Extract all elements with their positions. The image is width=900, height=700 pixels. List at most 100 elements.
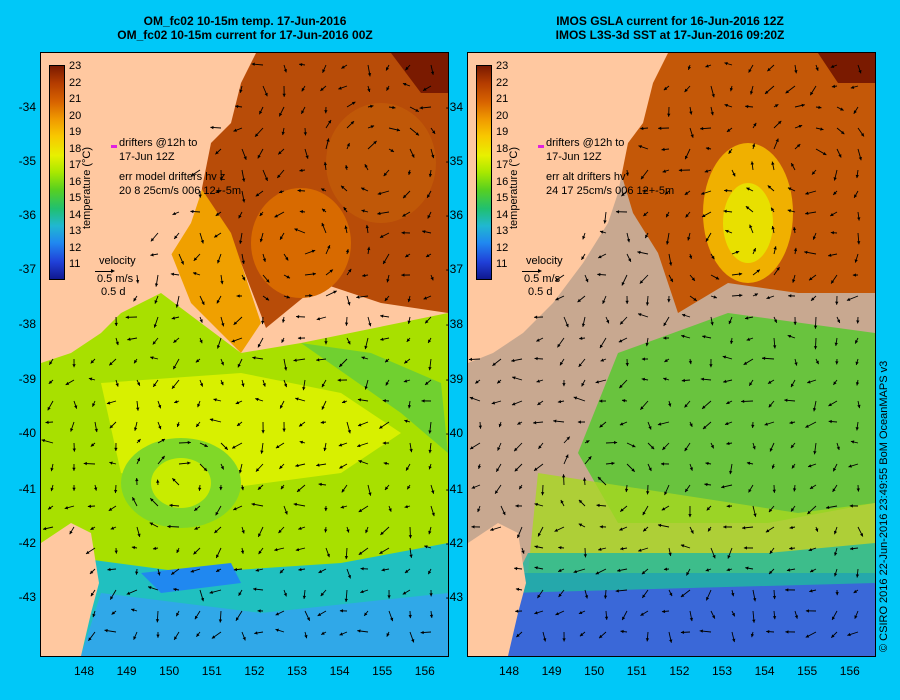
current-arrow-head-icon: [711, 93, 715, 98]
colorbar-tick-label: 11: [69, 258, 81, 270]
current-arrow-head-icon: [855, 174, 859, 179]
current-arrow-head-icon: [521, 550, 525, 554]
current-arrow-head-icon: [832, 616, 836, 620]
current-arrow-head-icon: [341, 65, 345, 69]
current-arrow-head-icon: [663, 567, 668, 571]
current-arrow-head-icon: [431, 490, 435, 494]
current-arrow-head-icon: [148, 586, 152, 590]
current-arrow-head-icon: [690, 530, 694, 534]
colorbar-tick-label: 20: [69, 109, 82, 122]
current-arrow-head-icon: [279, 569, 284, 574]
current-arrow-head-icon: [259, 238, 264, 243]
right-title-line2: IMOS L3S-3d SST at 17-Jun-2016 09:20Z: [555, 28, 785, 42]
current-arrow-head-icon: [638, 313, 642, 317]
current-arrow-head-icon: [176, 549, 180, 553]
current-arrow-head-icon: [723, 209, 727, 213]
left-model-map: 23 22 21 20 19 18 17 16 15 14 13 12 11 temperature (…: [40, 52, 449, 657]
current-arrow-head-icon: [631, 444, 636, 448]
latitude-tick-label: -43: [445, 590, 463, 604]
current-arrow-head-icon: [158, 425, 162, 430]
colorbar-tick-label: 21: [496, 93, 509, 105]
current-arrow-head-icon: [306, 617, 310, 621]
current-arrow-head-icon: [195, 359, 200, 363]
current-arrow-head-icon: [812, 407, 817, 412]
current-arrow-head-icon: [428, 465, 432, 470]
current-arrow-head-icon: [830, 231, 835, 235]
current-arrow-head-icon: [791, 383, 794, 388]
current-arrow-head-icon: [749, 224, 753, 229]
current-arrow-head-icon: [470, 446, 474, 450]
colorbar-tick-label: 16: [69, 175, 82, 188]
current-arrow-head-icon: [577, 420, 581, 424]
current-arrow-head-icon: [726, 568, 731, 572]
current-arrow-head-icon: [555, 297, 559, 301]
current-arrow-head-icon: [850, 440, 855, 444]
current-arrow-head-icon: [599, 634, 603, 639]
current-arrow-head-icon: [298, 526, 302, 530]
colorbar-tick-label: 19: [496, 126, 509, 138]
current-arrow-head-icon: [619, 384, 623, 389]
current-arrow-head-icon: [809, 277, 813, 281]
current-arrow-head-icon: [367, 88, 371, 93]
current-arrow-head-icon: [380, 314, 384, 318]
current-arrow-head-icon: [89, 570, 94, 574]
current-arrow-head-icon: [619, 527, 623, 531]
current-arrow-head-icon: [361, 356, 365, 360]
right-velocity-speed: 0.5 m/s: [524, 273, 561, 285]
current-arrow-head-icon: [514, 447, 518, 452]
current-arrow-head-icon: [599, 525, 603, 529]
current-arrow-head-icon: [854, 194, 858, 198]
current-arrow-head-icon: [346, 529, 350, 533]
current-arrow-head-icon: [350, 121, 355, 125]
current-arrow-head-icon: [174, 235, 178, 239]
current-arrow-head-icon: [637, 250, 641, 255]
current-arrow-head-icon: [680, 630, 685, 635]
current-arrow-head-icon: [517, 421, 521, 425]
current-arrow-head-icon: [828, 403, 832, 406]
current-arrow-head-icon: [604, 616, 609, 620]
current-arrow-head-icon: [428, 449, 432, 454]
current-arrow-head-icon: [302, 386, 306, 391]
current-arrow-head-icon: [666, 213, 670, 218]
current-arrow-head-icon: [72, 448, 76, 452]
current-arrow-head-icon: [598, 547, 602, 551]
current-arrow-head-icon: [731, 612, 735, 617]
left-velocity-legend: velocity 0.5 m/s 0.5 d: [97, 255, 136, 299]
current-arrow-head-icon: [154, 283, 159, 287]
current-arrow-head-icon: [242, 199, 246, 203]
current-arrow-head-icon: [490, 527, 494, 531]
current-arrow-head-icon: [90, 360, 95, 364]
current-arrow-head-icon: [360, 589, 364, 594]
current-arrow-head-icon: [106, 401, 111, 405]
longitude-tick-label: 150: [584, 664, 605, 678]
current-arrow-head-icon: [255, 568, 260, 572]
current-arrow-head-icon: [209, 590, 213, 594]
current-arrow-head-icon: [597, 476, 602, 481]
current-arrow-head-icon: [368, 322, 372, 327]
current-arrow-head-icon: [689, 617, 694, 622]
colorbar-tick-label: 19: [69, 126, 82, 138]
current-arrow-head-icon: [689, 111, 693, 115]
current-arrow-head-icon: [857, 241, 861, 245]
current-arrow-head-icon: [133, 636, 137, 640]
current-arrow-head-icon: [471, 525, 475, 529]
current-arrow-head-icon: [407, 405, 412, 409]
current-arrow-head-icon: [741, 399, 745, 404]
current-arrow-head-icon: [602, 300, 606, 304]
current-arrow-head-icon: [611, 461, 615, 466]
current-arrow-head-icon: [769, 550, 773, 554]
current-arrow-head-icon: [791, 508, 795, 512]
current-arrow-head-icon: [383, 260, 387, 264]
current-arrow-head-icon: [407, 485, 411, 490]
current-arrow-head-icon: [534, 611, 538, 615]
current-arrow-head-icon: [199, 383, 204, 387]
current-arrow-head-icon: [419, 106, 423, 110]
current-arrow-head-icon: [239, 89, 243, 93]
current-arrow-head-icon: [515, 504, 519, 508]
current-arrow-head-icon: [700, 377, 705, 381]
current-arrow-head-icon: [299, 62, 303, 67]
current-arrow-head-icon: [321, 631, 325, 635]
current-arrow-head-icon: [603, 220, 607, 224]
current-arrow-head-icon: [170, 272, 175, 276]
current-arrow-head-icon: [534, 545, 538, 549]
